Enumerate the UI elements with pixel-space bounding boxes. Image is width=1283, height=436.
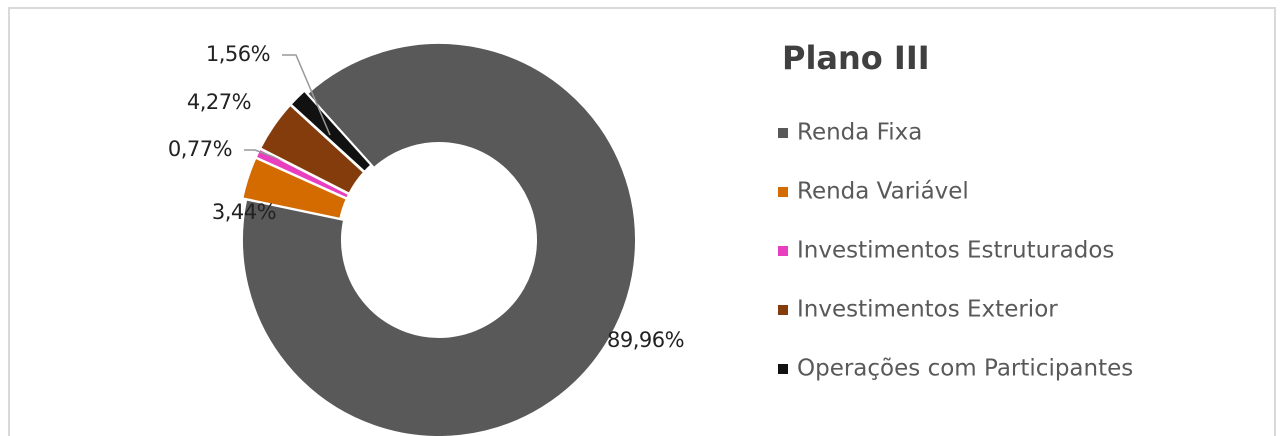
- leader-line: [282, 54, 331, 136]
- data-label: 0,77%: [168, 137, 232, 161]
- legend-label: Operações com Participantes: [797, 356, 1133, 382]
- legend-label: Renda Variável: [797, 179, 969, 205]
- legend-marker: [778, 364, 788, 374]
- chart-frame: [8, 7, 1276, 436]
- data-label: 4,27%: [187, 90, 251, 114]
- legend-marker: [778, 128, 788, 138]
- legend-label: Renda Fixa: [797, 120, 922, 146]
- legend-label: Investimentos Estruturados: [797, 238, 1114, 264]
- legend-marker: [778, 305, 788, 315]
- chart-title: Plano III: [782, 39, 930, 77]
- legend-label: Investimentos Exterior: [797, 297, 1058, 323]
- donut-slice: [241, 42, 637, 436]
- data-label: 3,44%: [212, 200, 276, 224]
- legend-marker: [778, 187, 788, 197]
- legend-marker: [778, 246, 788, 256]
- data-label: 1,56%: [206, 42, 270, 66]
- data-label: 89,96%: [607, 328, 684, 352]
- donut-slice: [289, 89, 373, 174]
